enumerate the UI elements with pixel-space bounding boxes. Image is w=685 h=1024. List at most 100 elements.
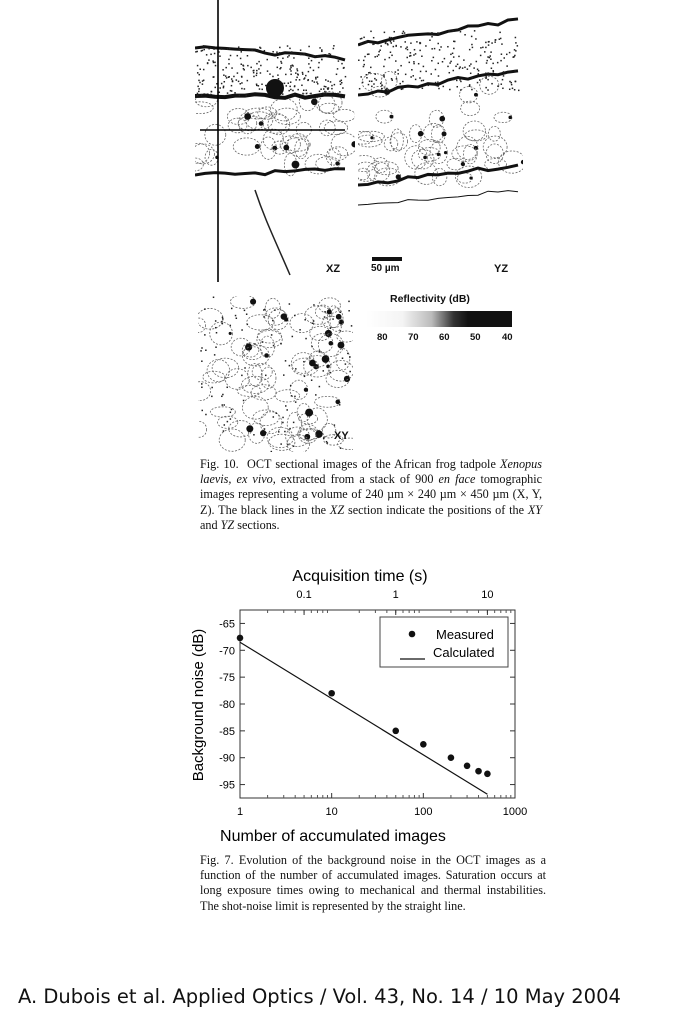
speckle: [200, 94, 203, 96]
speckle: [276, 66, 279, 69]
speckle: [416, 41, 418, 43]
speckle: [198, 79, 200, 82]
cell-outline: [195, 143, 215, 165]
figure7-caption: Fig. 7. Evolution of the background nois…: [200, 853, 546, 913]
speckle: [509, 80, 511, 83]
speckle: [380, 45, 382, 47]
speckle: [485, 62, 488, 64]
cell-outline: [429, 141, 448, 165]
speckle: [501, 78, 504, 81]
speckle: [372, 36, 375, 39]
speckle: [324, 90, 326, 93]
speckle: [222, 318, 224, 320]
speckle: [499, 31, 501, 34]
speckle: [289, 384, 292, 387]
speckle: [485, 77, 487, 80]
speckle: [221, 404, 224, 406]
speckle: [261, 341, 264, 343]
speckle: [308, 63, 310, 65]
speckle: [487, 89, 489, 91]
cell-nucleus: [443, 151, 448, 155]
speckle: [263, 309, 265, 311]
cell-outline: [358, 130, 385, 142]
cell-outline: [236, 384, 262, 397]
speckle: [365, 41, 367, 43]
speckle: [235, 317, 238, 319]
speckle: [221, 322, 224, 325]
speckle: [214, 61, 216, 64]
speckle: [368, 80, 371, 82]
speckle: [200, 50, 203, 52]
cell-outline: [337, 437, 353, 451]
speckle: [482, 46, 484, 49]
speckle: [274, 309, 276, 311]
speckle: [452, 69, 455, 72]
speckle: [517, 89, 520, 92]
measured-point: [475, 767, 482, 775]
speckle: [231, 80, 234, 83]
cell-outline: [372, 157, 389, 174]
speckle: [242, 67, 245, 70]
speckle: [246, 323, 249, 326]
speckle: [329, 327, 332, 330]
speckle: [294, 395, 296, 398]
speckle: [281, 93, 284, 95]
speckle: [425, 45, 427, 47]
cell-outline: [206, 359, 231, 383]
speckle: [266, 70, 269, 72]
cell-nucleus: [328, 340, 334, 346]
speckle: [295, 368, 297, 370]
x2-tick-label: 1: [393, 589, 399, 601]
speckle: [487, 56, 489, 58]
measured-point: [236, 634, 244, 642]
speckle: [223, 74, 225, 76]
cell-nucleus: [244, 113, 252, 120]
cell-outline: [318, 94, 336, 114]
speckle: [313, 55, 315, 57]
speckle: [404, 34, 407, 37]
cell-nucleus: [335, 161, 340, 166]
caption-italic: en face: [438, 472, 476, 487]
speckle: [402, 30, 405, 33]
cell-outline: [464, 129, 488, 142]
speckle: [201, 360, 203, 362]
speckle: [366, 53, 369, 56]
cell-nucleus: [423, 155, 427, 160]
cell-outline: [411, 149, 435, 170]
speckle: [383, 31, 386, 34]
speckle: [358, 59, 360, 61]
speckle: [196, 64, 199, 67]
speckle: [222, 86, 225, 89]
speckle: [308, 57, 310, 59]
speckle: [235, 79, 238, 81]
speckle: [297, 88, 299, 91]
speckle: [487, 78, 489, 81]
speckle: [289, 81, 292, 83]
tissue-boundary: [195, 167, 346, 177]
speckle: [270, 450, 273, 452]
speckle: [430, 73, 432, 75]
xz-section-image: [195, 0, 355, 282]
speckle: [215, 346, 217, 348]
cell-outline: [291, 357, 320, 376]
speckle: [246, 79, 249, 82]
cell-outline: [204, 124, 227, 146]
tissue-boundary: [195, 45, 346, 62]
speckle: [437, 81, 439, 83]
speckle: [241, 76, 243, 78]
speckle: [419, 49, 421, 52]
speckle: [219, 87, 221, 89]
speckle: [258, 68, 260, 70]
speckle: [280, 62, 283, 64]
caption-text: section indicate the positions of the: [347, 502, 525, 517]
speckle: [253, 75, 255, 78]
speckle: [329, 53, 332, 56]
speckle: [228, 63, 230, 65]
speckle: [298, 79, 301, 81]
cell-nucleus: [441, 131, 447, 137]
speckle: [371, 85, 373, 88]
y-tick-label: -65: [219, 618, 235, 630]
scale-bar-label: 50 µm: [371, 263, 400, 274]
cell-outline: [418, 139, 441, 156]
speckle: [283, 374, 285, 376]
